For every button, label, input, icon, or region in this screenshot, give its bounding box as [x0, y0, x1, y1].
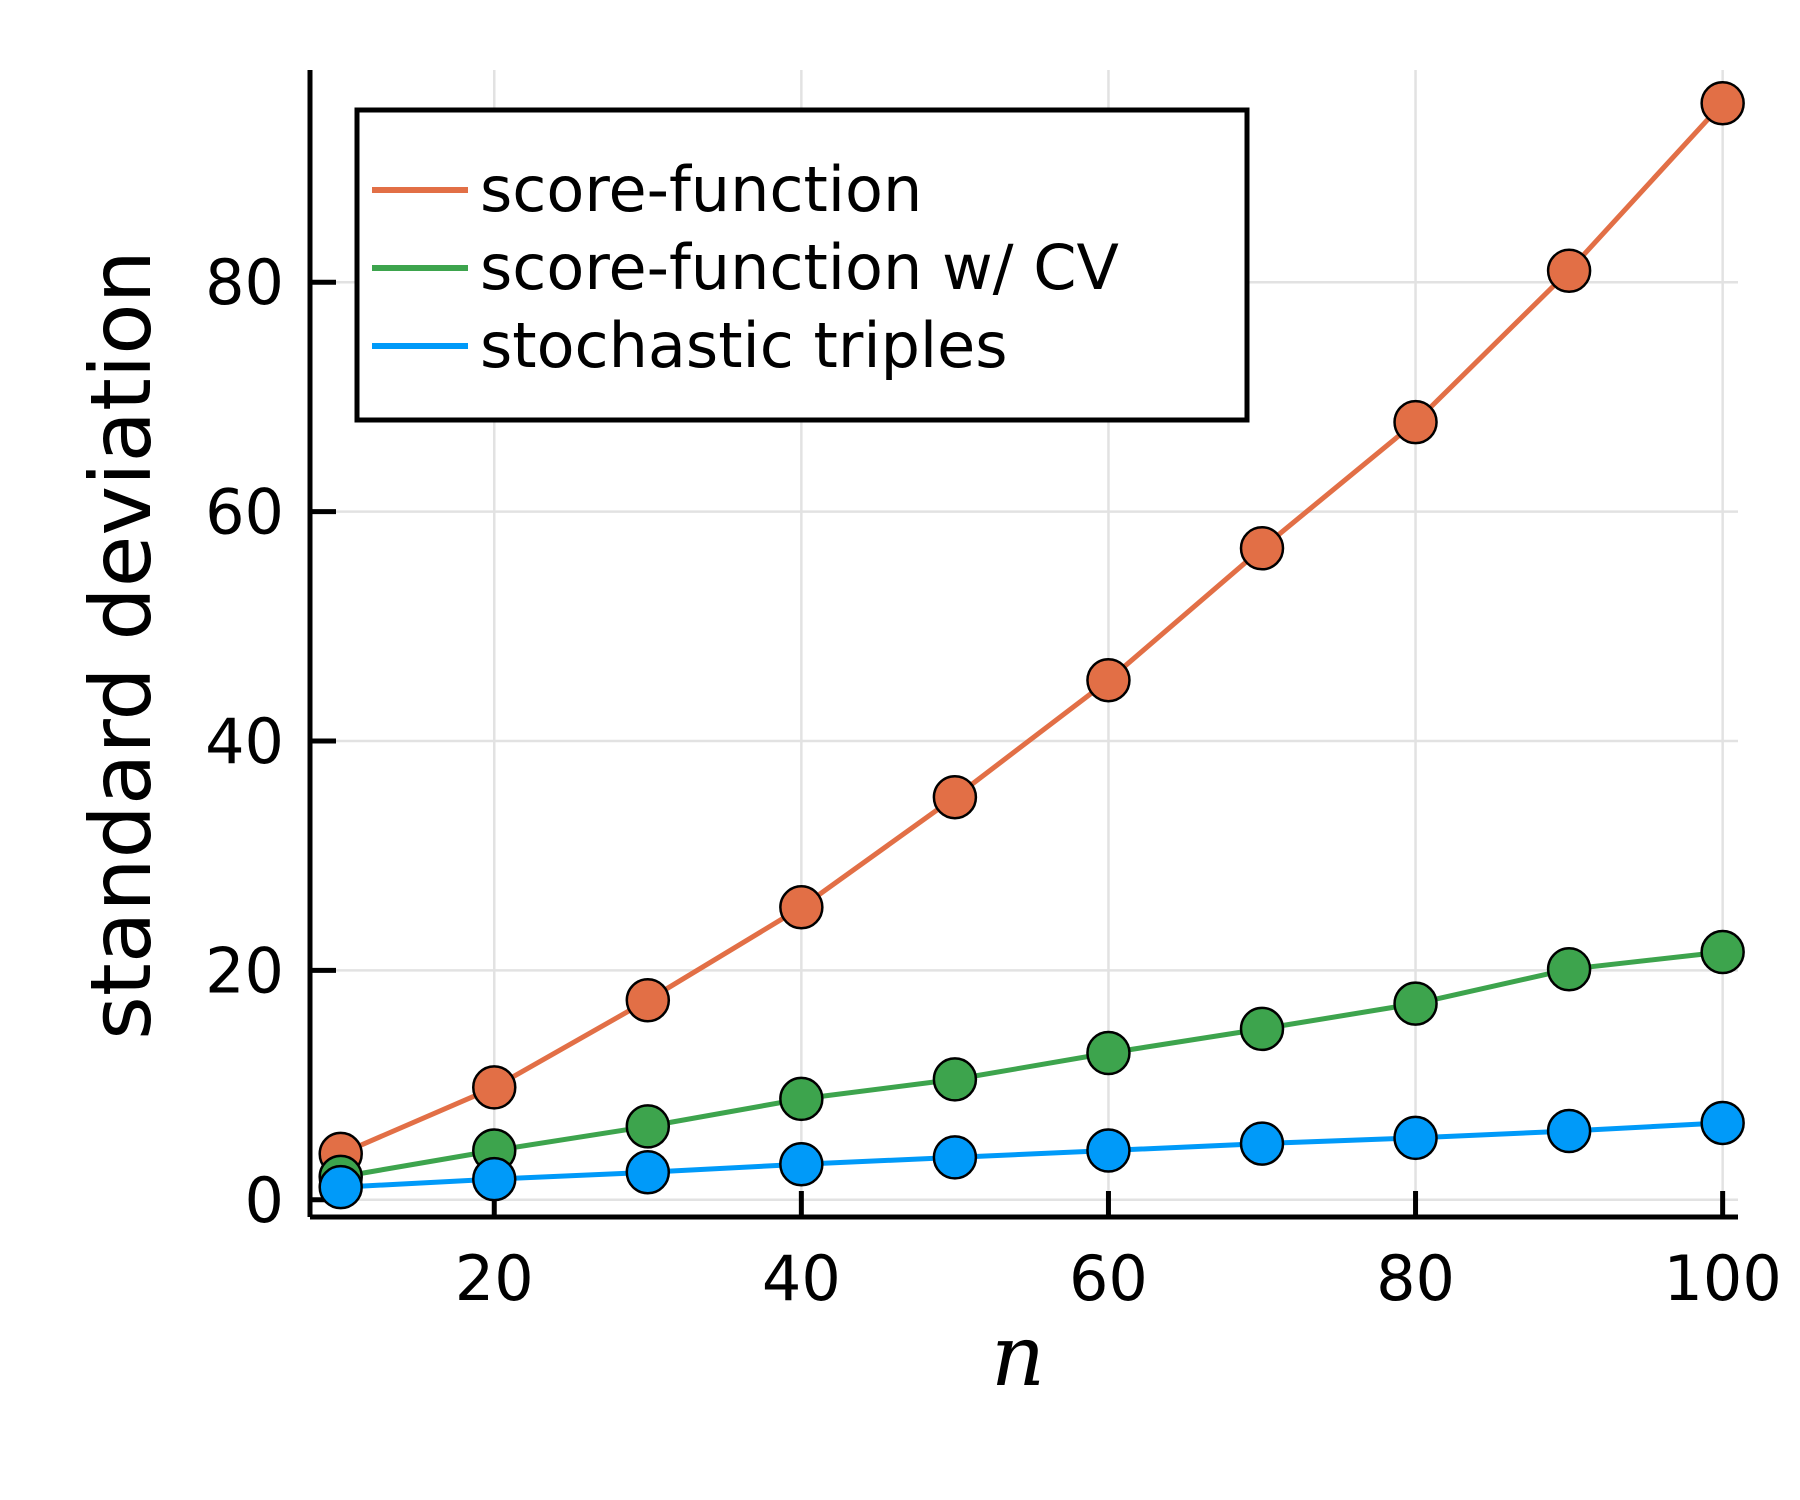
series-2-point-2	[625, 1150, 671, 1195]
series-0-line	[339, 101, 1725, 1157]
series-1	[318, 929, 1745, 1200]
y-tick-label-0: 0	[245, 1164, 284, 1237]
x-tick-label-1: 40	[762, 1242, 841, 1315]
series-2-point-8	[1546, 1108, 1592, 1154]
series-1-point-3	[779, 1076, 824, 1122]
legend-label-1: score-function w/ CV	[480, 231, 1119, 304]
series-0-point-7	[1393, 399, 1438, 445]
series-2	[318, 1100, 1745, 1210]
series-2-line	[340, 1120, 1723, 1190]
y-tick-label-2: 40	[205, 705, 284, 778]
series-2-point-7	[1393, 1115, 1438, 1161]
y-tick-label-3: 60	[205, 476, 284, 549]
series-1-point-6	[1239, 1006, 1285, 1052]
series-2-point-1	[472, 1156, 517, 1202]
series-1-point-4	[932, 1057, 978, 1102]
y-tick-label-1: 20	[205, 934, 284, 1007]
legend-label-0: score-function	[480, 153, 922, 226]
tick-labels: 20 40 60 80 100 0 20 40 60 80	[205, 246, 1782, 1315]
axes	[307, 70, 1738, 1220]
series-2-point-3	[779, 1141, 824, 1187]
x-tick-label-2: 60	[1069, 1242, 1148, 1315]
y-axis-title: standard deviation	[72, 250, 170, 1040]
series-1-point-9	[1700, 929, 1745, 975]
series-2-point-5	[1086, 1128, 1131, 1173]
series-0-point-4	[932, 774, 978, 820]
plot-series	[318, 81, 1745, 1210]
series-2-point-0	[318, 1164, 363, 1210]
series-0-point-5	[1086, 657, 1131, 703]
series-2-point-4	[932, 1135, 978, 1180]
x-tick-label-4: 100	[1663, 1242, 1781, 1315]
series-0	[318, 81, 1745, 1177]
x-tick-label-3: 80	[1376, 1242, 1455, 1315]
x-axis-title: n	[991, 1307, 1045, 1405]
series-0-point-6	[1239, 526, 1285, 571]
series-1-point-2	[625, 1104, 671, 1149]
y-tick-label-4: 80	[205, 246, 284, 319]
series-1-line	[340, 949, 1723, 1180]
legend-label-2: stochastic triples	[480, 309, 1008, 382]
series-2-point-9	[1700, 1100, 1745, 1146]
series-0-point-2	[625, 977, 671, 1023]
legend-box	[354, 107, 1250, 423]
series-1-point-5	[1086, 1030, 1131, 1076]
series-1-point-8	[1546, 946, 1592, 992]
series-0-point-3	[779, 885, 824, 930]
series-0-point-9	[1700, 81, 1745, 126]
series-2-point-6	[1239, 1121, 1285, 1166]
series-1-point-7	[1393, 981, 1438, 1026]
x-tick-label-0: 20	[455, 1242, 534, 1315]
series-0-point-1	[472, 1065, 517, 1110]
series-0-point-8	[1546, 248, 1592, 293]
